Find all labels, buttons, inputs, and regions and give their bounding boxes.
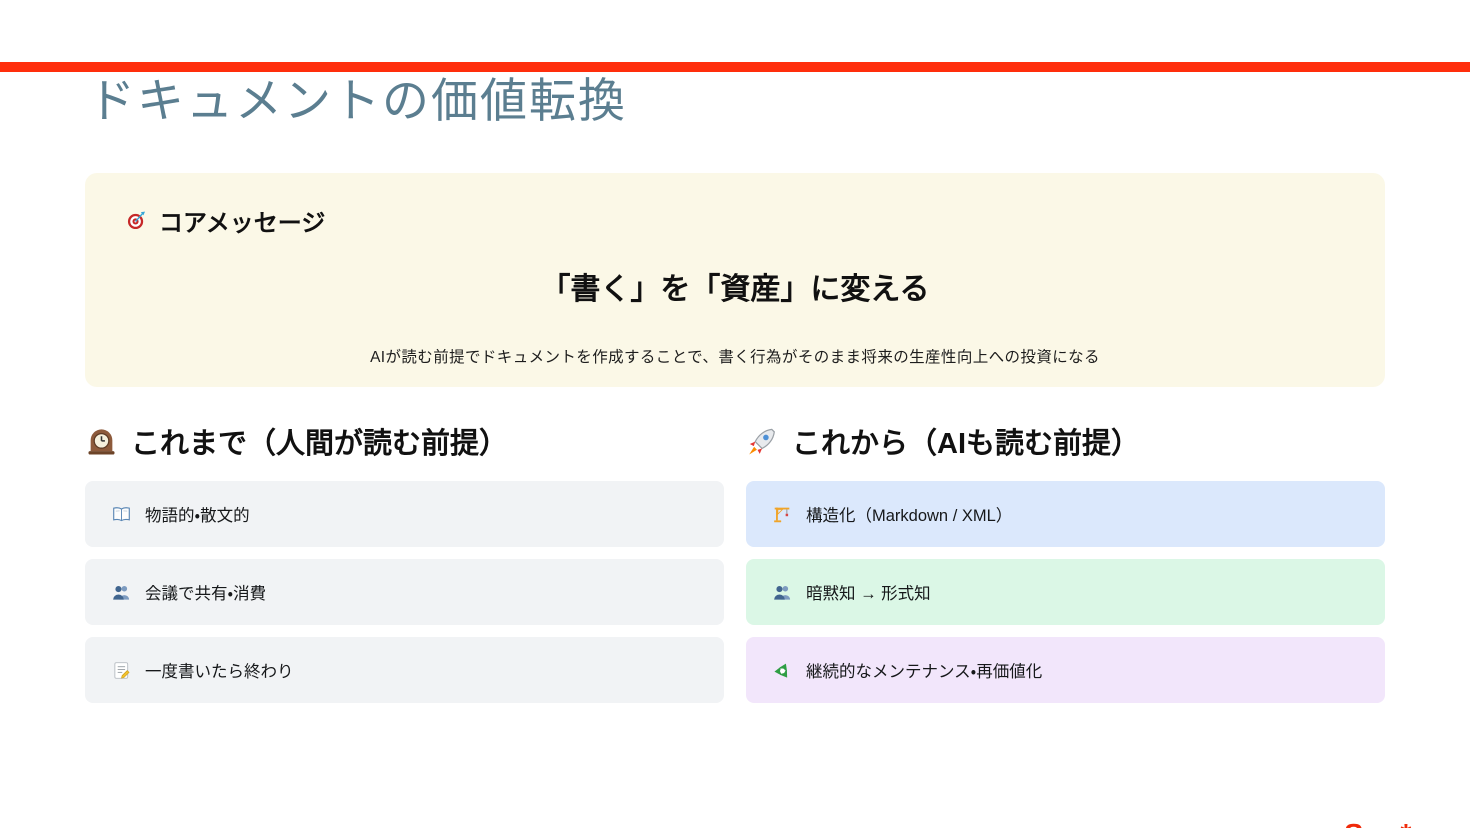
list-item-label: 継続的なメンテナンス・再価値化 — [806, 663, 1043, 681]
list-item: 会議で共有・消費 — [85, 559, 724, 625]
list-item: 構造化（Markdown / XML） — [746, 481, 1385, 547]
column-before: これまで（人間が読む前提） 物語的・散文的 — [85, 420, 724, 715]
core-message-label: コアメッセージ — [159, 210, 326, 237]
column-before-header: これまで（人間が読む前提） — [86, 420, 724, 462]
rocket-icon — [747, 426, 778, 457]
list-item-label: 暗黙知 → 形式知 — [806, 585, 931, 603]
list-item: 継続的なメンテナンス・再価値化 — [746, 637, 1385, 703]
core-headline: 「書く」を「資産」に変える — [540, 273, 930, 306]
core-message-panel: コアメッセージ 「書く」を「資産」に変える AIが読む前提でドキュメントを作成す… — [85, 173, 1385, 387]
list-item: 物語的・散文的 — [85, 481, 724, 547]
slide-footer: 1 / ©2025 Sun* Inc. | Daiki Miura Sun* — [0, 819, 1470, 828]
core-description: AIが読む前提でドキュメントを作成することで、書く行為がそのまま将来の生産性向上… — [370, 349, 1100, 366]
people-silhouette-icon — [112, 583, 131, 602]
column-after-header: これから（AIも読む前提） — [747, 420, 1385, 462]
list-item: 一度書いたら終わり — [85, 637, 724, 703]
list-item-label: 会議で共有・消費 — [145, 585, 267, 603]
list-item-label: 一度書いたら終わり — [145, 663, 294, 681]
list-item-label: 物語的・散文的 — [145, 507, 250, 525]
comparison-columns: これまで（人間が読む前提） 物語的・散文的 — [85, 420, 1385, 715]
core-message-header: コアメッセージ — [127, 203, 1343, 238]
list-item-label: 構造化（Markdown / XML） — [806, 507, 1013, 525]
column-after-title: これから（AIも読む前提） — [792, 428, 1141, 460]
target-dart-icon — [127, 211, 146, 230]
memo-pencil-icon — [112, 661, 131, 680]
building-construction-icon — [773, 505, 792, 524]
sun-logo: Sun* — [1344, 819, 1412, 828]
column-before-title: これまで（人間が読む前提） — [131, 428, 509, 460]
people-silhouette-icon — [773, 583, 792, 602]
list-item: 暗黙知 → 形式知 — [746, 559, 1385, 625]
accent-top-bar — [0, 62, 1470, 72]
page-title: ドキュメントの価値転換 — [88, 74, 627, 127]
mantel-clock-icon — [86, 426, 117, 457]
recycle-icon — [773, 661, 792, 680]
slide-content: ドキュメントの価値転換 コアメッセージ 「書く」を「資産」に変える AIが読む前… — [0, 62, 1470, 715]
column-after: これから（AIも読む前提） 構造化（Markdown / XML） — [746, 420, 1385, 715]
open-book-icon — [112, 505, 131, 524]
